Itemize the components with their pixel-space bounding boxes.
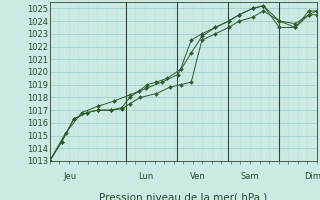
- Text: Lun: Lun: [139, 172, 154, 181]
- Text: Sam: Sam: [240, 172, 259, 181]
- Text: Ven: Ven: [190, 172, 205, 181]
- Text: Pression niveau de la mer( hPa ): Pression niveau de la mer( hPa ): [99, 193, 267, 200]
- Text: Jeu: Jeu: [63, 172, 76, 181]
- Text: Dim: Dim: [304, 172, 320, 181]
